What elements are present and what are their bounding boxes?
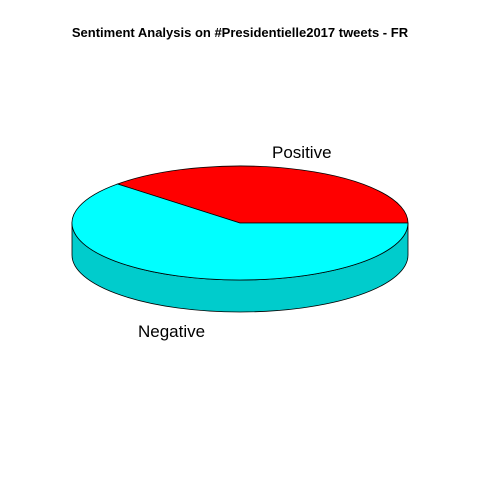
pie-slice-negative	[71, 183, 409, 281]
slice-label-positive: Positive	[272, 143, 332, 162]
pie-slice-positive	[116, 165, 409, 224]
pie-tops	[71, 165, 409, 281]
chart-title: Sentiment Analysis on #Presidentielle201…	[72, 25, 409, 40]
slice-label-negative: Negative	[138, 322, 205, 341]
